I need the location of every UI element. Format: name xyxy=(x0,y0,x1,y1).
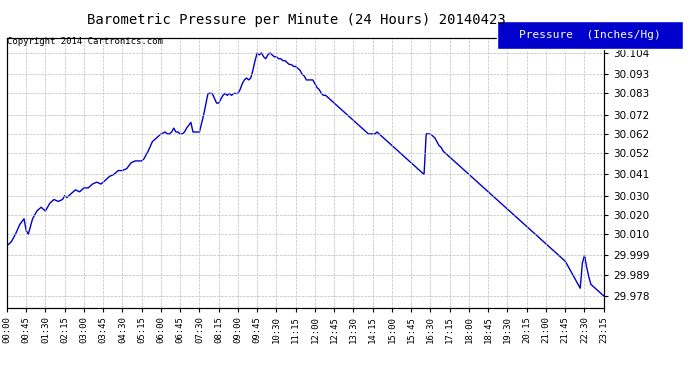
Text: Pressure  (Inches/Hg): Pressure (Inches/Hg) xyxy=(519,30,661,40)
Text: Barometric Pressure per Minute (24 Hours) 20140423: Barometric Pressure per Minute (24 Hours… xyxy=(88,13,506,27)
Text: Copyright 2014 Cartronics.com: Copyright 2014 Cartronics.com xyxy=(7,38,163,46)
